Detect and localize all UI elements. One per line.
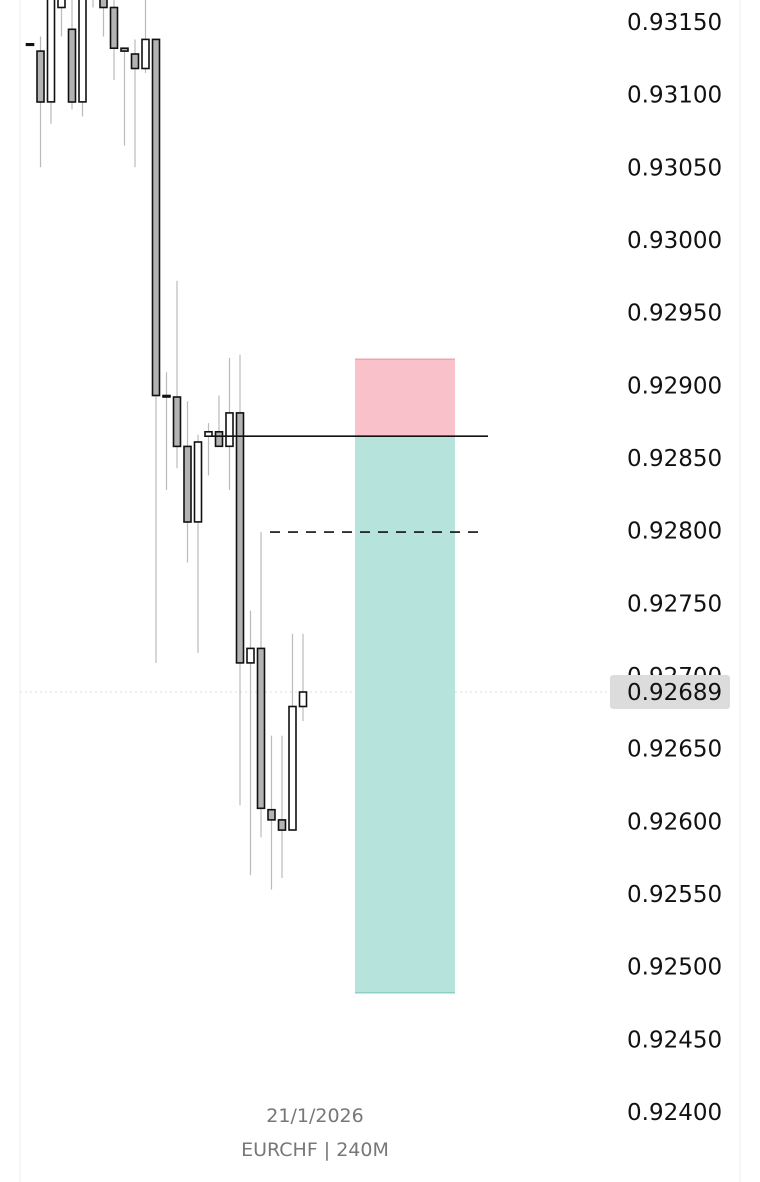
candle-body bbox=[246, 647, 255, 664]
long-position-tool[interactable] bbox=[355, 358, 455, 994]
candle-body bbox=[25, 42, 35, 47]
y-tick-label: 0.92400 bbox=[627, 1100, 722, 1126]
y-tick-label: 0.92600 bbox=[627, 809, 722, 835]
current-price-label: 0.92689 bbox=[627, 680, 722, 706]
candle-body bbox=[67, 28, 77, 103]
candle-body bbox=[256, 647, 266, 810]
candle-body bbox=[109, 6, 119, 50]
candle-bodies bbox=[25, 0, 308, 831]
candle-body bbox=[288, 705, 297, 831]
candle-body bbox=[225, 412, 234, 448]
y-tick-label: 0.92450 bbox=[627, 1027, 722, 1053]
candle-body bbox=[267, 808, 276, 821]
candle-body bbox=[193, 441, 203, 523]
y-tick-label: 0.92800 bbox=[627, 519, 722, 545]
y-tick-label: 0.92900 bbox=[627, 373, 722, 399]
stop-loss-zone bbox=[355, 359, 455, 437]
candle-body bbox=[57, 0, 66, 9]
candle-body bbox=[99, 0, 108, 9]
y-tick-label: 0.92950 bbox=[627, 301, 722, 327]
level-lines bbox=[212, 435, 488, 533]
date-label: 21/1/2026 bbox=[266, 1105, 363, 1127]
y-tick-label: 0.93100 bbox=[627, 83, 722, 109]
candle-body bbox=[214, 430, 224, 448]
take-profit-zone bbox=[355, 436, 455, 993]
candle-body bbox=[141, 38, 150, 70]
candle-body bbox=[162, 394, 171, 398]
y-tick-label: 0.92500 bbox=[627, 955, 722, 981]
candle-body bbox=[130, 53, 140, 70]
y-tick-label: 0.93050 bbox=[627, 155, 722, 181]
price-badge-background bbox=[610, 675, 730, 709]
y-tick-label: 0.92550 bbox=[627, 882, 722, 908]
candle-body bbox=[46, 0, 56, 103]
y-tick-label: 0.93150 bbox=[627, 10, 722, 36]
candle-body bbox=[204, 430, 213, 437]
y-tick-label: 0.92850 bbox=[627, 446, 722, 472]
price-axis: 0.93150 0.93100 0.93050 0.93000 0.92950 0.929… bbox=[627, 10, 722, 1126]
candle-body bbox=[36, 50, 45, 103]
y-tick-label: 0.93000 bbox=[627, 228, 722, 254]
y-tick-label: 0.92650 bbox=[627, 737, 722, 763]
candle-body bbox=[78, 0, 87, 103]
candle-body bbox=[298, 691, 308, 708]
candle-body bbox=[235, 412, 245, 664]
symbol-timeframe-label: EURCHF | 240M bbox=[241, 1139, 389, 1161]
candle-body bbox=[183, 445, 192, 523]
candle-body bbox=[151, 38, 161, 397]
candle-body bbox=[120, 47, 129, 52]
candle-body bbox=[277, 819, 287, 831]
y-tick-label: 0.92750 bbox=[627, 591, 722, 617]
candle-body bbox=[172, 396, 182, 448]
price-badge: 0.92689 bbox=[610, 675, 730, 709]
